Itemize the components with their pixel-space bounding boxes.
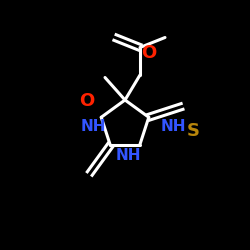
Text: O: O (78, 92, 94, 110)
Text: S: S (187, 122, 200, 140)
Text: NH: NH (161, 119, 186, 134)
Text: O: O (141, 44, 156, 62)
Text: NH: NH (116, 148, 141, 162)
Text: NH: NH (81, 119, 106, 134)
